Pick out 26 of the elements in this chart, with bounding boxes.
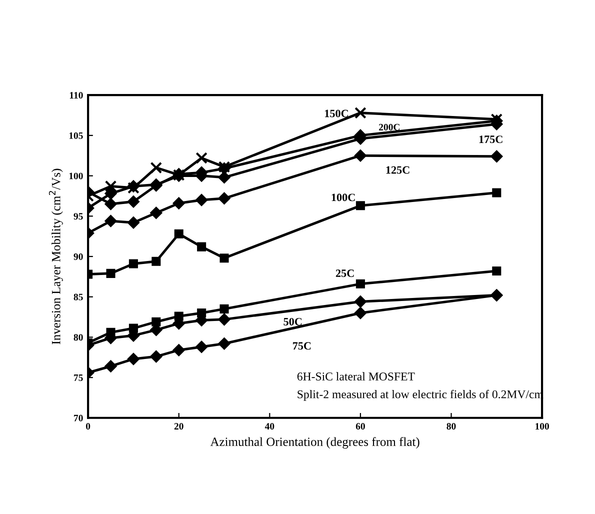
annotation: 175C — [479, 136, 502, 144]
y-tick-label: 80 — [74, 334, 83, 341]
annotation: 125C — [386, 166, 410, 174]
x-tick-label: 80 — [446, 423, 456, 430]
y-tick-label: 70 — [74, 414, 83, 422]
y-tick-label: 110 — [70, 92, 83, 99]
y-tick-label: 75 — [74, 374, 83, 381]
x-tick-label: 20 — [174, 423, 184, 430]
y-tick-label: 105 — [69, 132, 83, 139]
annotation: 6H-SiC lateral MOSFET — [297, 372, 415, 380]
x-tick-label: 100 — [536, 423, 549, 430]
y-tick-label: 100 — [69, 172, 83, 180]
annotation: 200C — [379, 124, 400, 130]
y-tick-label: 85 — [74, 294, 83, 300]
annotation: 50C — [284, 318, 302, 326]
annotation: 25C — [336, 270, 354, 278]
y-axis-title: Inversion Layer Mobility (cm$^{2}$/Vs) — [48, 168, 63, 344]
x-axis-title: Azimuthal Orientation (degrees from flat) — [210, 437, 420, 449]
annotation: 75C — [292, 342, 311, 350]
y-tick-label: 95 — [74, 213, 83, 220]
y-tick-label: 90 — [74, 253, 83, 260]
x-tick-label: 0 — [86, 423, 90, 430]
annotation: 150C — [325, 110, 348, 118]
x-tick-label: 60 — [356, 423, 365, 430]
annotation: 100C — [332, 194, 355, 202]
x-tick-label: 40 — [264, 423, 274, 430]
